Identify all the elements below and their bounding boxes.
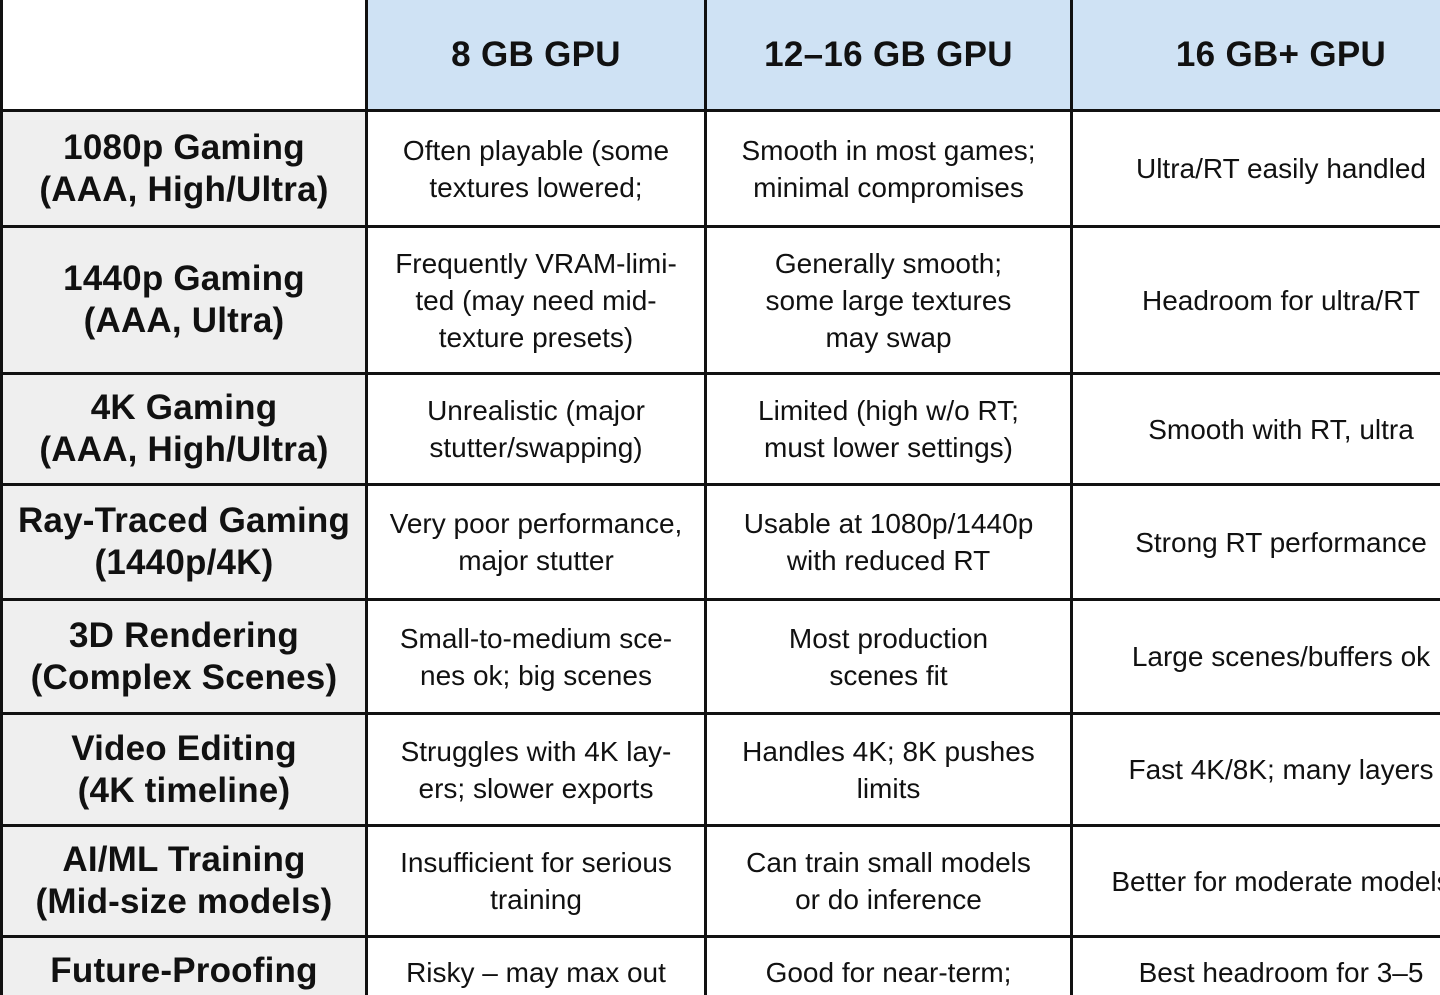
cell-rt-8gb: Very poor performance, major stutter	[368, 486, 707, 601]
cell-3d-16gb-plus: Large scenes/buffers ok	[1073, 601, 1440, 715]
cell-video-8gb: Struggles with 4K lay- ers; slower expor…	[368, 715, 707, 827]
row-header-ray-traced-gaming: Ray-Traced Gaming (1440p/4K)	[3, 486, 368, 601]
cell-rt-16gb-plus: Strong RT performance	[1073, 486, 1440, 601]
row-header-future-proofing: Future-Proofing	[3, 938, 368, 995]
row-header-1440p-gaming: 1440p Gaming (AAA, Ultra)	[3, 228, 368, 375]
column-header-16gb-plus: 16 GB+ GPU	[1073, 0, 1440, 112]
row-header-video-editing: Video Editing (4K timeline)	[3, 715, 368, 827]
cell-aiml-16gb-plus: Better for moderate models	[1073, 827, 1440, 938]
row-header-1080p-gaming: 1080p Gaming (AAA, High/Ultra)	[3, 112, 368, 228]
corner-cell	[3, 0, 368, 112]
cell-future-16gb-plus: Best headroom for 3–5	[1073, 938, 1440, 995]
cell-4k-8gb: Unrealistic (major stutter/swapping)	[368, 375, 707, 486]
cell-aiml-12-16gb: Can train small models or do inference	[707, 827, 1073, 938]
cell-3d-8gb: Small-to-medium sce- nes ok; big scenes	[368, 601, 707, 715]
cell-1440p-8gb: Frequently VRAM-limi- ted (may need mid-…	[368, 228, 707, 375]
cell-1080p-8gb: Often playable (some textures lowered;	[368, 112, 707, 228]
row-header-3d-rendering: 3D Rendering (Complex Scenes)	[3, 601, 368, 715]
cell-4k-12-16gb: Limited (high w/o RT; must lower setting…	[707, 375, 1073, 486]
cell-video-16gb-plus: Fast 4K/8K; many layers	[1073, 715, 1440, 827]
cell-video-12-16gb: Handles 4K; 8K pushes limits	[707, 715, 1073, 827]
row-header-4k-gaming: 4K Gaming (AAA, High/Ultra)	[3, 375, 368, 486]
cell-rt-12-16gb: Usable at 1080p/1440p with reduced RT	[707, 486, 1073, 601]
cell-1080p-12-16gb: Smooth in most games; minimal compromise…	[707, 112, 1073, 228]
cell-aiml-8gb: Insufficient for serious training	[368, 827, 707, 938]
cell-1440p-16gb-plus: Headroom for ultra/RT	[1073, 228, 1440, 375]
cell-1440p-12-16gb: Generally smooth; some large textures ma…	[707, 228, 1073, 375]
cell-4k-16gb-plus: Smooth with RT, ultra	[1073, 375, 1440, 486]
cell-future-12-16gb: Good for near-term;	[707, 938, 1073, 995]
cell-future-8gb: Risky – may max out	[368, 938, 707, 995]
cell-3d-12-16gb: Most production scenes fit	[707, 601, 1073, 715]
row-header-ai-ml-training: AI/ML Training (Mid-size models)	[3, 827, 368, 938]
column-header-8gb: 8 GB GPU	[368, 0, 707, 112]
cell-1080p-16gb-plus: Ultra/RT easily handled	[1073, 112, 1440, 228]
column-header-12-16gb: 12–16 GB GPU	[707, 0, 1073, 112]
